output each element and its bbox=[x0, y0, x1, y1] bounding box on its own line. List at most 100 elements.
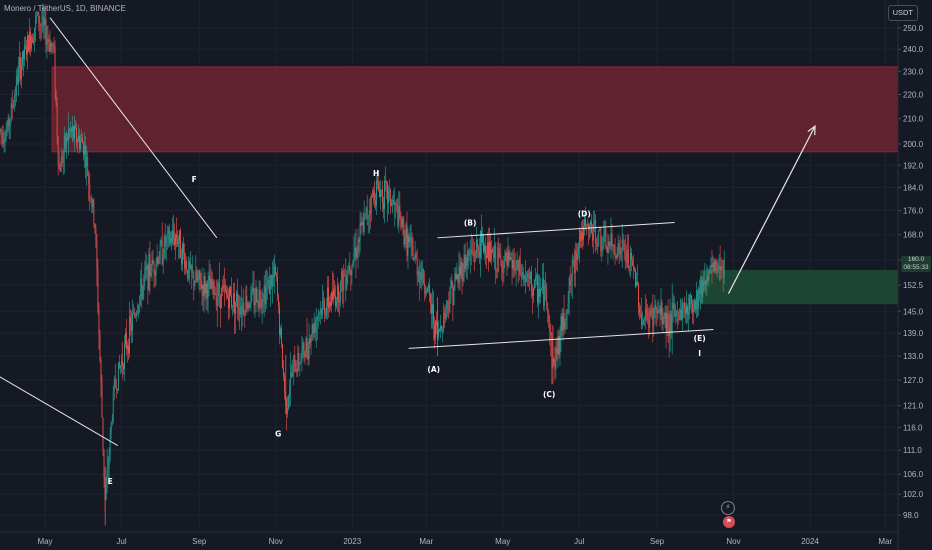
candle-body bbox=[9, 119, 11, 127]
candle-body bbox=[28, 35, 29, 52]
candle-body bbox=[12, 104, 14, 109]
candle-body bbox=[49, 42, 51, 52]
candle-body bbox=[159, 243, 161, 260]
candle-body bbox=[546, 286, 548, 304]
candle-body bbox=[573, 261, 575, 274]
candle-body bbox=[504, 252, 506, 263]
x-tick-label: Sep bbox=[650, 537, 665, 546]
candle-body bbox=[619, 246, 621, 255]
candle-body bbox=[264, 285, 266, 305]
candle-body bbox=[101, 382, 103, 418]
candle-body bbox=[128, 345, 129, 354]
candle-body bbox=[260, 299, 262, 308]
candle-body bbox=[433, 304, 434, 325]
candle-body bbox=[592, 232, 594, 241]
candle-body bbox=[145, 267, 147, 269]
candle-body bbox=[138, 305, 140, 313]
candle-body bbox=[449, 299, 451, 312]
candle-body bbox=[484, 245, 485, 252]
candle-body bbox=[500, 255, 502, 260]
wave-label: F bbox=[192, 175, 197, 184]
candle-body bbox=[322, 300, 324, 302]
currency-button[interactable]: USDT bbox=[887, 5, 918, 21]
candle-body bbox=[214, 293, 216, 295]
candle-body bbox=[247, 303, 249, 309]
candle-body bbox=[331, 292, 332, 307]
candle-body bbox=[424, 290, 426, 294]
candle-body bbox=[463, 254, 465, 275]
candle-body bbox=[460, 261, 462, 276]
candle-body bbox=[461, 261, 463, 281]
candle-body bbox=[683, 303, 684, 305]
candle-body bbox=[494, 245, 496, 259]
candle-body bbox=[297, 352, 299, 373]
candle-body bbox=[189, 261, 191, 269]
candle-body bbox=[63, 134, 65, 154]
candle-body bbox=[275, 266, 276, 275]
candle-body bbox=[615, 255, 617, 259]
candle-body bbox=[29, 31, 30, 52]
candle-body bbox=[73, 126, 74, 139]
candle-body bbox=[229, 287, 230, 309]
lightning-icon[interactable]: ⚡ bbox=[721, 501, 735, 515]
candle-body bbox=[382, 189, 383, 203]
candle-body bbox=[700, 280, 702, 294]
candle-body bbox=[474, 255, 476, 257]
candle-body bbox=[366, 207, 368, 218]
candle-body bbox=[563, 313, 565, 330]
candle-body bbox=[485, 245, 486, 256]
wave-label: (B) bbox=[464, 219, 477, 228]
candle-body bbox=[377, 180, 378, 183]
flag-icon[interactable]: ⚑ bbox=[723, 516, 735, 528]
candle-body bbox=[158, 259, 160, 264]
forecast-arrowhead bbox=[807, 124, 816, 136]
candle-body bbox=[318, 313, 320, 315]
candle-body bbox=[396, 203, 398, 208]
candle-body bbox=[597, 244, 599, 247]
y-tick-label: 168.0 bbox=[903, 231, 924, 240]
candle-body bbox=[150, 272, 152, 277]
candle-body bbox=[686, 305, 687, 314]
candle-body bbox=[44, 19, 46, 25]
candle-body bbox=[364, 213, 366, 215]
candle-body bbox=[368, 210, 370, 218]
candle-body bbox=[604, 228, 606, 235]
candle-body bbox=[117, 362, 119, 391]
candle-body bbox=[291, 372, 293, 377]
candle-body bbox=[697, 290, 699, 309]
candle-body bbox=[118, 362, 120, 368]
y-tick-label: 200.0 bbox=[903, 140, 924, 149]
candle-body bbox=[64, 134, 66, 148]
candle-body bbox=[584, 219, 585, 227]
candle-body bbox=[530, 271, 531, 279]
candle-body bbox=[167, 229, 169, 234]
candle-body bbox=[715, 259, 717, 264]
candle-body bbox=[143, 277, 145, 286]
candle-body bbox=[169, 237, 171, 244]
wave-label: (A) bbox=[427, 365, 440, 374]
candle-body bbox=[518, 258, 520, 271]
candle-body bbox=[314, 323, 316, 333]
x-tick-label: Sep bbox=[192, 537, 207, 546]
candle-body bbox=[416, 258, 418, 276]
candle-body bbox=[656, 312, 658, 314]
candle-body bbox=[528, 275, 530, 279]
candle-body bbox=[103, 449, 105, 479]
last-price-badge: 160.0 08:55:33 bbox=[901, 256, 931, 272]
candle-body bbox=[30, 31, 31, 49]
candle-body bbox=[583, 226, 584, 240]
candle-body bbox=[670, 313, 672, 333]
candle-body bbox=[564, 320, 566, 330]
candle-body bbox=[496, 270, 498, 272]
candle-body bbox=[386, 182, 387, 184]
candle-body bbox=[147, 265, 149, 291]
candle-body bbox=[383, 202, 384, 210]
candle-body bbox=[698, 288, 700, 309]
candle-body bbox=[637, 281, 638, 284]
candle-body bbox=[233, 293, 234, 306]
candle-body bbox=[236, 292, 238, 302]
candle-body bbox=[95, 229, 97, 242]
candle-body bbox=[139, 296, 141, 306]
